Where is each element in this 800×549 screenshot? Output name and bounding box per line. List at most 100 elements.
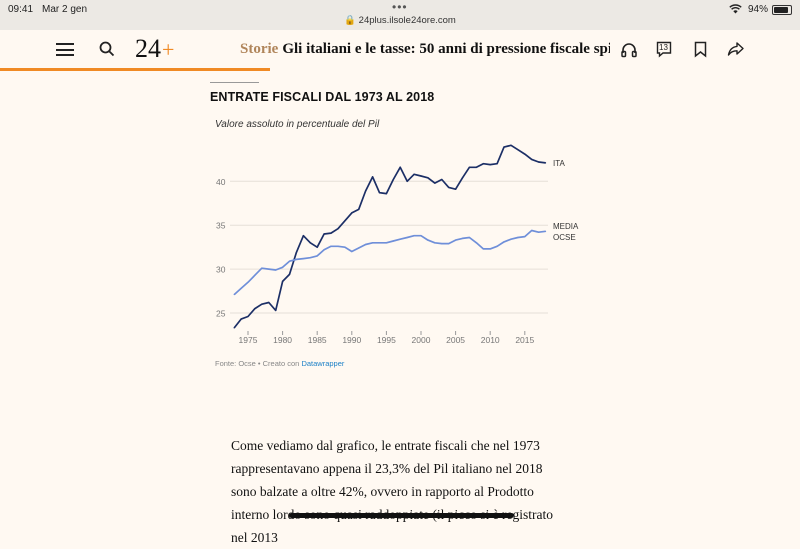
data-point-0-1976 [254,308,256,310]
data-point-0-2017 [538,161,540,163]
x-tick-label-2000: 2000 [412,335,431,345]
headphones-icon[interactable] [620,41,638,64]
url-bar[interactable]: 🔒 24plus.ilsole24ore.com [0,15,800,26]
data-point-0-2008 [475,166,477,168]
data-point-0-1995 [385,192,387,195]
data-point-1-1981 [288,260,291,262]
section-label[interactable]: Storie [240,41,279,57]
y-tick-label-25: 25 [216,309,226,319]
data-point-1-1993 [371,242,374,244]
data-point-0-2018 [544,162,547,164]
chart-source-text: Fonte: Ocse • Creato con [215,359,300,368]
data-point-1-1998 [406,236,408,239]
data-point-1-1982 [295,258,298,261]
data-point-1-2008 [475,242,477,244]
data-point-1-1999 [413,235,415,237]
status-date: Mar 2 gen [42,4,88,15]
data-point-0-1979 [275,309,277,311]
data-point-0-1980 [282,280,284,282]
data-point-1-1996 [392,240,394,242]
data-point-0-2014 [517,149,519,151]
comments-icon[interactable]: 13 [656,41,672,58]
url-text: 24plus.ilsole24ore.com [358,15,456,26]
data-point-1-1991 [358,247,360,249]
data-point-0-2003 [441,178,443,181]
data-point-0-1982 [295,251,298,254]
data-point-1-1992 [365,243,367,246]
data-point-1-1980 [282,266,284,268]
data-point-1-2004 [448,243,450,245]
data-point-1-1990 [351,250,353,253]
logo-plus: + [162,37,175,62]
x-tick-label-2010: 2010 [481,335,500,345]
data-point-1-1976 [254,274,256,276]
data-point-1-2009 [482,248,484,250]
data-point-1-1987 [330,245,332,247]
search-icon[interactable] [99,41,115,62]
data-point-0-1988 [337,228,339,230]
site-logo[interactable]: 24+ [135,34,174,64]
data-point-1-1977 [261,267,263,269]
data-point-0-2002 [434,182,436,184]
series-line-ita [233,144,546,329]
browser-handle-dots[interactable]: ••• [392,0,408,14]
battery-percent: 94% [747,4,768,15]
data-point-1-1995 [385,242,387,244]
chart-source: Fonte: Ocse • Creato con Datawrapper [215,359,344,368]
x-tick-label-2015: 2015 [515,335,534,345]
bookmark-icon[interactable] [694,41,707,63]
top-navbar: 24+ Storie Gli italiani e le tasse: 50 an… [0,30,800,71]
data-point-1-1983 [302,257,304,260]
data-point-1-2011 [496,245,498,247]
data-point-1-1988 [337,245,339,247]
data-point-1-1978 [268,268,270,270]
chart-title: ENTRATE FISCALI DAL 1973 AL 2018 [210,90,435,104]
data-point-0-2001 [427,177,429,179]
data-point-0-2004 [448,186,450,189]
share-icon[interactable] [727,41,745,62]
data-point-0-1975 [247,315,249,318]
data-point-0-2013 [510,144,512,146]
data-point-1-1997 [399,238,401,240]
data-point-0-1998 [406,180,408,182]
y-tick-label-40: 40 [216,177,226,187]
comment-count: 13 [659,43,668,52]
datawrapper-link[interactable]: Datawrapper [301,359,345,368]
data-point-0-2016 [531,158,533,160]
y-tick-label-30: 30 [216,265,226,275]
series-label-0-0: ITA [553,159,566,168]
x-tick-label-1985: 1985 [308,335,327,345]
data-point-0-1999 [413,173,415,175]
data-point-0-1973 [233,327,235,329]
x-tick-label-1980: 1980 [273,335,292,345]
data-point-0-1991 [358,208,360,210]
y-tick-label-35: 35 [216,221,226,231]
menu-icon[interactable] [56,43,74,56]
data-point-1-2010 [489,248,491,250]
data-point-1-2007 [468,236,471,239]
status-bar: 09:41 Mar 2 gen ••• 🔒 24plus.ilsole24ore… [0,0,800,30]
article-paragraph: Come vediamo dal grafico, le entrate fis… [231,438,554,545]
data-point-1-1974 [240,287,242,290]
data-point-0-1996 [392,178,394,181]
article-headline: Storie Gli italiani e le tasse: 50 anni d… [240,41,610,58]
data-point-0-2011 [496,163,498,165]
data-point-0-1985 [316,246,318,248]
data-point-1-1989 [344,246,346,248]
chart-rule [210,82,259,83]
home-indicator[interactable] [289,513,514,518]
data-point-1-2001 [427,239,429,241]
x-tick-label-1990: 1990 [342,335,361,345]
data-point-1-2005 [455,239,457,241]
article-body: Come vediamo dal grafico, le entrate fis… [231,434,571,549]
data-point-0-1987 [330,232,332,234]
data-point-0-1983 [302,235,304,237]
data-point-1-2002 [434,242,436,244]
data-point-1-2013 [510,238,512,240]
data-point-0-1989 [344,220,346,222]
data-point-0-1997 [399,166,401,168]
data-point-0-2015 [524,153,526,155]
data-point-0-2007 [468,166,471,168]
data-point-0-2000 [420,175,422,177]
battery-icon [772,5,792,15]
